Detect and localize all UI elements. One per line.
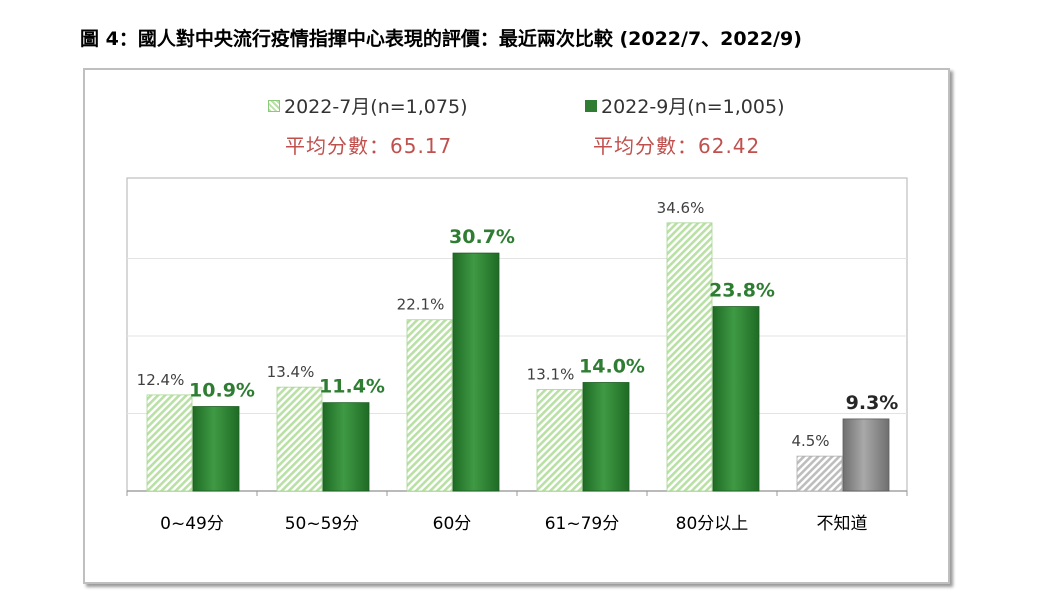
- bar-2022-09: [322, 402, 370, 492]
- category-label: 50~59分: [285, 514, 360, 534]
- data-label-2022-07: 12.4%: [137, 371, 185, 389]
- bar-2022-09: [712, 306, 760, 492]
- data-label-2022-07: 13.4%: [267, 363, 315, 381]
- bar-2022-09: [192, 406, 240, 492]
- chart-panel: [83, 68, 950, 584]
- bar-2022-07: [146, 394, 193, 492]
- data-label-2022-07: 4.5%: [791, 432, 829, 450]
- bar-2022-09: [582, 382, 630, 492]
- bar-2022-07: [666, 222, 713, 492]
- bar-2022-07: [276, 386, 323, 492]
- legend-item-july: 2022-7月(n=1,075): [268, 92, 467, 119]
- solid-swatch-icon: [585, 100, 597, 112]
- data-label-2022-07: 13.1%: [527, 365, 575, 383]
- data-label-2022-07: 22.1%: [397, 296, 445, 314]
- figure-title: 圖 4：國人對中央流行疫情指揮中心表現的評價：最近兩次比較 (2022/7、20…: [80, 28, 802, 50]
- legend-item-september: 2022-9月(n=1,005): [585, 92, 784, 119]
- category-label: 60分: [433, 514, 472, 534]
- category-label: 不知道: [817, 514, 868, 534]
- legend-label-july: 2022-7月(n=1,075): [284, 96, 468, 118]
- hatched-swatch-icon: [268, 100, 280, 112]
- bar-2022-07: [796, 455, 843, 492]
- category-label: 61~79分: [545, 514, 620, 534]
- data-label-2022-09: 30.7%: [449, 226, 515, 248]
- data-label-2022-09: 14.0%: [579, 356, 645, 378]
- category-label: 80分以上: [676, 514, 749, 534]
- average-september: 平均分數：62.42: [593, 134, 761, 158]
- bar-2022-07: [406, 319, 453, 492]
- data-label-2022-09: 23.8%: [709, 280, 775, 302]
- bar-2022-07: [536, 389, 583, 492]
- bar-2022-09: [452, 252, 500, 492]
- data-label-2022-09: 11.4%: [319, 376, 385, 398]
- average-july: 平均分數：65.17: [285, 134, 453, 158]
- data-label-2022-09: 9.3%: [846, 392, 899, 414]
- category-label: 0~49分: [160, 514, 224, 534]
- data-label-2022-09: 10.9%: [189, 380, 255, 402]
- data-label-2022-07: 34.6%: [657, 199, 705, 217]
- bar-2022-09: [842, 418, 890, 492]
- plot-area: [126, 177, 908, 492]
- legend-label-september: 2022-9月(n=1,005): [601, 96, 785, 118]
